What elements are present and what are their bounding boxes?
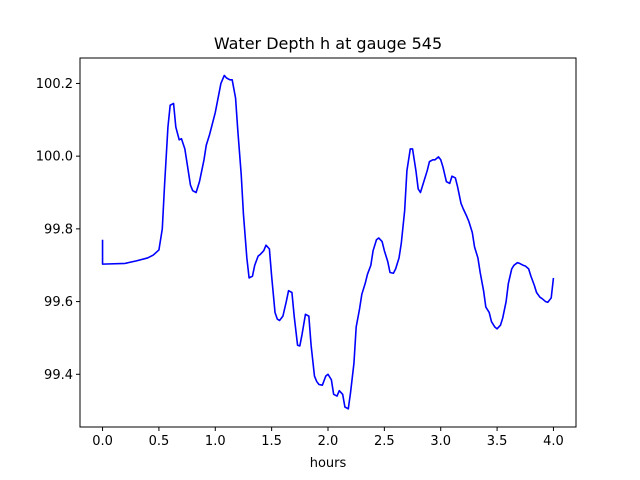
y-tick-label: 99.4 bbox=[44, 368, 73, 383]
y-tick-label: 99.8 bbox=[44, 222, 73, 237]
x-tick-label: 3.0 bbox=[430, 434, 451, 449]
y-tick-label: 100.0 bbox=[36, 150, 73, 165]
x-tick-label: 1.0 bbox=[205, 434, 226, 449]
plot-area bbox=[101, 74, 555, 410]
x-tick-label: 2.5 bbox=[374, 434, 395, 449]
x-tick-label: 0.0 bbox=[92, 434, 113, 449]
plot-frame bbox=[79, 57, 577, 428]
series-line-0 bbox=[101, 74, 555, 410]
x-tick-label: 3.5 bbox=[487, 434, 508, 449]
axis-ticks: 0.0 0.5 1.0 1.5 2.0 2.5 3.0 3.5 4.0 99.4 99.6 99.8 1… bbox=[36, 77, 564, 449]
y-tick-label: 100.2 bbox=[36, 77, 73, 92]
chart-title: Water Depth h at gauge 545 bbox=[214, 34, 442, 53]
x-tick-label: 4.0 bbox=[543, 434, 564, 449]
x-tick-label: 0.5 bbox=[149, 434, 170, 449]
x-tick-label: 2.0 bbox=[318, 434, 339, 449]
x-axis-label: hours bbox=[310, 456, 347, 471]
x-tick-label: 1.5 bbox=[261, 434, 282, 449]
y-tick-label: 99.6 bbox=[44, 295, 73, 310]
